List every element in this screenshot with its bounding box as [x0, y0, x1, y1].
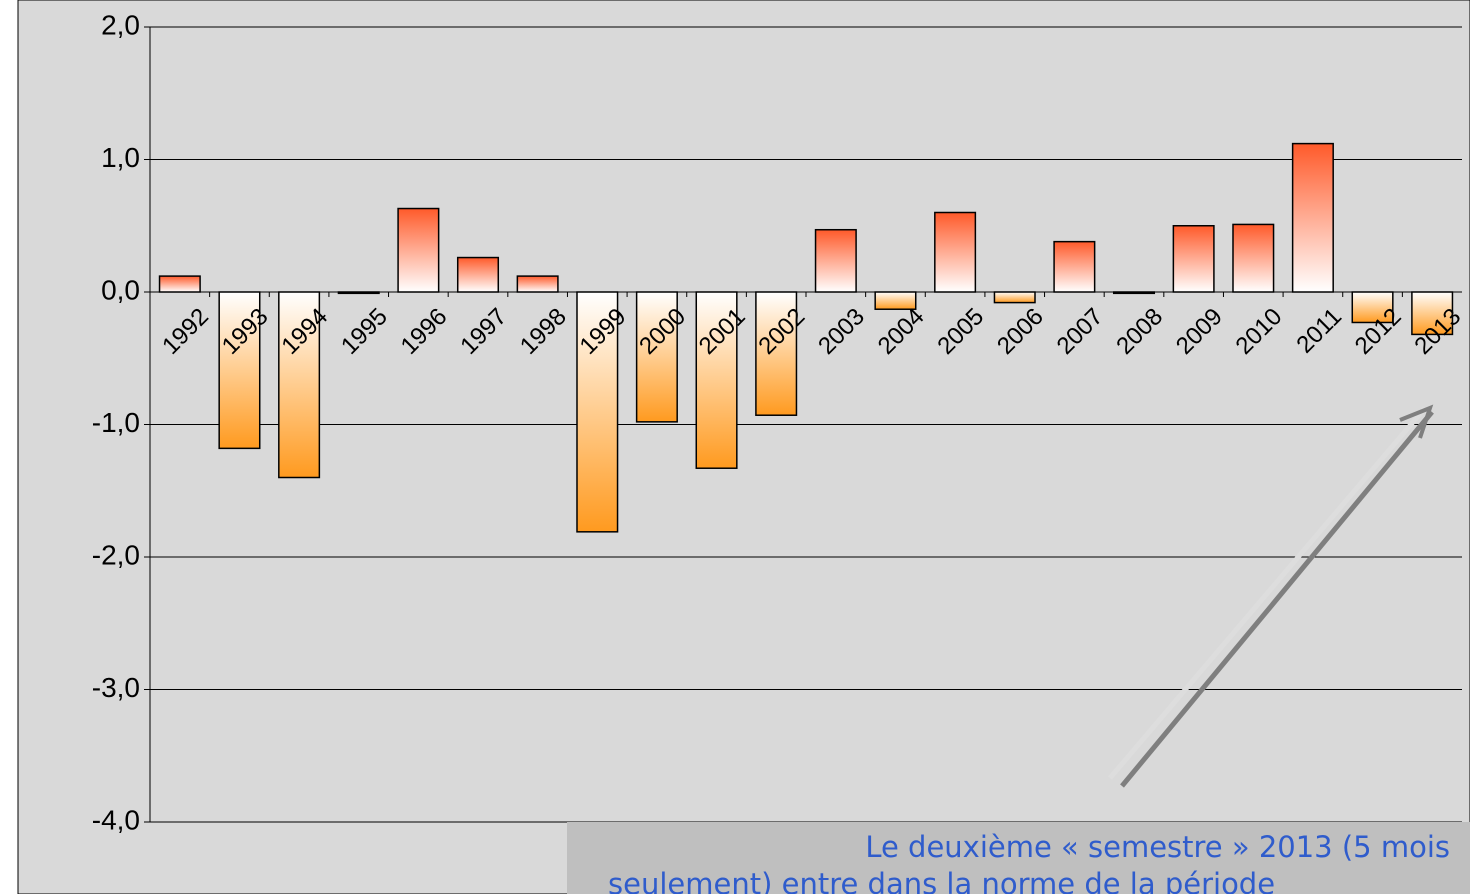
- bar: [1053, 240, 1096, 293]
- bar: [516, 275, 559, 293]
- bar: [278, 291, 321, 479]
- bar: [934, 211, 977, 293]
- y-tick-label: 2,0: [101, 9, 140, 40]
- y-tick-label: 0,0: [101, 274, 140, 305]
- bar: [755, 291, 798, 416]
- bar: [1291, 142, 1334, 293]
- bar: [397, 207, 440, 293]
- y-tick-label: -4,0: [92, 804, 140, 835]
- y-tick-label: 1,0: [101, 142, 140, 173]
- y-tick-label: -3,0: [92, 672, 140, 703]
- annotation-background: [567, 822, 1470, 894]
- bar: [993, 291, 1036, 304]
- bar: [635, 291, 678, 423]
- bar: [218, 291, 261, 450]
- y-tick-label: -2,0: [92, 539, 140, 570]
- y-tick-label: -1,0: [92, 407, 140, 438]
- arrow-highlight: [1108, 406, 1427, 780]
- bar: [456, 256, 500, 293]
- bar: [1411, 291, 1454, 336]
- bar: [158, 275, 201, 293]
- annotation-line: Le deuxième « semestre » 2013 (5 mois: [865, 830, 1450, 864]
- arrow-head: [1399, 404, 1434, 439]
- annotation-line: seulement) entre dans la norme de la pér…: [608, 867, 1275, 894]
- arrow: [1120, 410, 1434, 788]
- bar: [1232, 223, 1275, 293]
- bar: [695, 291, 738, 469]
- annotation-box: Le deuxième « semestre » 2013 (5 mois se…: [567, 822, 1470, 894]
- bar: [1172, 225, 1215, 293]
- bar: [814, 228, 857, 293]
- bar: [576, 291, 619, 533]
